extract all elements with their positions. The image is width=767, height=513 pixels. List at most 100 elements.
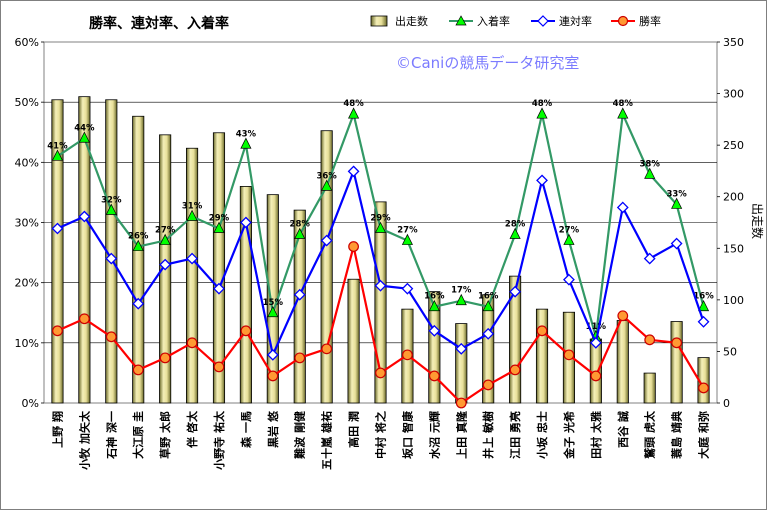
marker-win bbox=[294, 352, 306, 364]
x-tick-label: 金子 光希 bbox=[562, 411, 576, 460]
bar-runs bbox=[643, 372, 656, 404]
data-label-place: 16% bbox=[478, 292, 499, 302]
bar-runs bbox=[616, 320, 629, 404]
marker-win bbox=[617, 310, 629, 322]
left-axis-tick-label: 40% bbox=[15, 156, 39, 169]
marker-quinella bbox=[374, 279, 387, 292]
marker-place bbox=[267, 305, 279, 318]
x-tick-label: 難波 剛健 bbox=[293, 410, 307, 459]
bar-runs bbox=[670, 321, 683, 404]
bar-runs bbox=[132, 115, 145, 404]
marker-quinella bbox=[293, 288, 306, 301]
bar-runs bbox=[212, 132, 226, 404]
marker-quinella bbox=[266, 348, 279, 361]
x-axis-labels: 上野 翔小牧 加矢太 石神 深一 大江原 圭草野 太郎伴 啓太 小野寺 祐太森 一馬黒… bbox=[50, 410, 710, 471]
data-label-place: 26% bbox=[128, 232, 149, 242]
marker-quinella bbox=[239, 216, 252, 229]
data-label-place: 48% bbox=[343, 99, 364, 109]
legend: 出走数 入着率 連対率 勝率 bbox=[370, 14, 661, 28]
marker-place bbox=[213, 221, 225, 233]
marker-place bbox=[536, 107, 548, 119]
marker-quinella bbox=[509, 285, 522, 298]
axes: 0% 10% 20% 30% 40% 50% 60% 0 50 100 150 200 250 300 35… bbox=[15, 36, 744, 410]
marker-place bbox=[482, 299, 494, 312]
legend-label: 出走数 bbox=[395, 14, 428, 28]
marker-place bbox=[509, 227, 521, 239]
bar-runs bbox=[535, 308, 549, 404]
marker-quinella bbox=[105, 252, 118, 265]
chart-title: 勝率、連対率、入着率 bbox=[89, 15, 229, 32]
marker-place bbox=[401, 233, 413, 245]
right-axis-tick-label: 0 bbox=[723, 397, 730, 410]
marker-win bbox=[375, 367, 386, 379]
x-tick-label: 蓑島 靖典 bbox=[670, 411, 684, 460]
data-label-place: 33% bbox=[666, 189, 687, 199]
right-axis-title: 出走数 bbox=[750, 203, 765, 239]
left-axis-tick-label: 60% bbox=[15, 36, 39, 49]
x-tick-label: 五十嵐 雄祐 bbox=[320, 411, 334, 470]
data-label-place: 27% bbox=[397, 226, 418, 236]
left-axis-tick-label: 20% bbox=[15, 277, 39, 290]
marker-win bbox=[348, 241, 359, 252]
x-tick-label: 草野 太郎 bbox=[158, 411, 172, 459]
legend-marker-quinella bbox=[537, 15, 549, 27]
x-tick-label: 大江原 圭 bbox=[131, 411, 145, 459]
data-label-place: 27% bbox=[559, 226, 580, 236]
left-axis-tick-label: 10% bbox=[15, 337, 39, 350]
marker-win bbox=[78, 313, 90, 325]
marker-place bbox=[348, 107, 360, 119]
marker-place bbox=[321, 179, 333, 191]
marker-win bbox=[644, 334, 656, 346]
data-label-place: 31% bbox=[182, 201, 203, 211]
marker-place bbox=[374, 221, 387, 233]
x-tick-label: 坂口 智康 bbox=[400, 410, 414, 459]
legend-marker-place bbox=[455, 15, 467, 26]
x-tick-label: 田村 太雅 bbox=[589, 411, 603, 459]
marker-win bbox=[536, 325, 548, 337]
marker-place bbox=[617, 107, 629, 119]
data-label-place: 11% bbox=[586, 322, 607, 332]
data-label-place: 29% bbox=[209, 214, 230, 224]
data-label-place: 44% bbox=[74, 123, 95, 133]
marker-place bbox=[644, 167, 656, 179]
data-label-place: 15% bbox=[263, 298, 284, 308]
x-tick-label: 鷲頭 虎太 bbox=[643, 410, 657, 459]
marker-quinella bbox=[51, 222, 64, 235]
left-axis-tick-label: 30% bbox=[15, 217, 39, 230]
bar-runs bbox=[293, 209, 306, 404]
marker-win bbox=[52, 325, 63, 337]
x-tick-label: 黒岩 悠 bbox=[266, 410, 280, 448]
marker-quinella bbox=[347, 165, 360, 178]
legend-label: 勝率 bbox=[639, 14, 661, 28]
x-tick-label: 高田 潤 bbox=[347, 411, 361, 448]
marker-win bbox=[698, 382, 709, 394]
bar-runs bbox=[455, 323, 468, 404]
right-axis-tick-label: 250 bbox=[723, 139, 744, 152]
x-tick-label: 伴 啓太 bbox=[185, 410, 199, 449]
marker-win bbox=[105, 331, 117, 343]
marker-quinella bbox=[482, 327, 495, 340]
marker-quinella bbox=[186, 252, 198, 265]
marker-quinella bbox=[589, 336, 602, 349]
data-label-place: 38% bbox=[640, 159, 661, 169]
right-axis-tick-label: 350 bbox=[723, 36, 744, 49]
left-axis-tick-label: 50% bbox=[15, 96, 39, 109]
right-axis-tick-label: 150 bbox=[723, 242, 744, 255]
x-tick-label: 小坂 忠士 bbox=[535, 411, 549, 460]
bar-runs bbox=[347, 278, 360, 404]
marker-quinella bbox=[213, 282, 225, 295]
marker-win bbox=[590, 370, 602, 382]
marker-win bbox=[455, 397, 467, 409]
data-label-place: 27% bbox=[155, 226, 176, 236]
marker-win bbox=[671, 337, 683, 349]
marker-place bbox=[428, 299, 440, 312]
marker-win bbox=[186, 337, 198, 349]
bar-runs bbox=[482, 294, 495, 404]
marker-place bbox=[78, 131, 90, 143]
x-tick-label: 西谷 誠 bbox=[616, 411, 630, 448]
marker-place bbox=[51, 149, 64, 161]
x-tick-label: 中村 将之 bbox=[374, 411, 388, 459]
marker-win bbox=[428, 370, 440, 382]
